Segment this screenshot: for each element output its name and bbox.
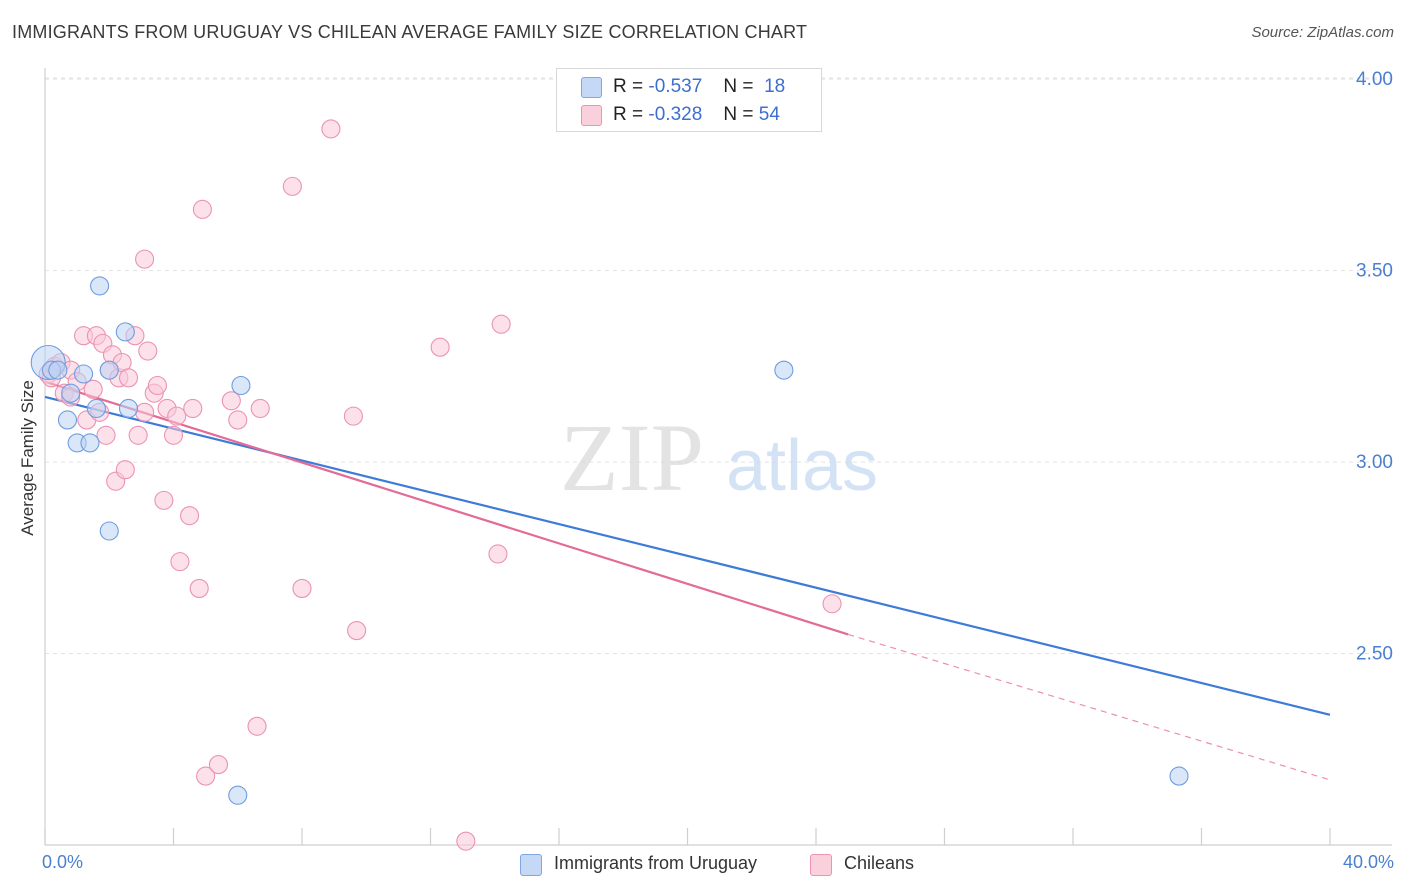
y-tick-label: 2.50 xyxy=(1356,644,1393,665)
legend-text-uruguay: R = -0.537 N = 18 xyxy=(613,76,785,98)
point-chileans xyxy=(135,249,155,269)
legend-text-chileans: R = -0.328 N = 54 xyxy=(613,104,780,126)
legend-swatch-pink xyxy=(581,105,602,126)
y-tick-labels: 2.50 3.00 3.50 4.00 xyxy=(1356,69,1393,664)
point-chileans xyxy=(96,425,116,445)
point-uruguay xyxy=(118,398,139,419)
legend: R = -0.537 N = 18 R = -0.328 N = 54 xyxy=(556,68,822,132)
watermark-zip: ZIP xyxy=(560,404,704,511)
bottom-legend-swatch-pink xyxy=(810,854,832,876)
point-chileans xyxy=(128,425,148,445)
point-chileans xyxy=(282,176,302,196)
point-uruguay xyxy=(57,410,78,430)
y-tick-label: 3.00 xyxy=(1356,452,1393,473)
point-chileans xyxy=(491,314,511,334)
legend-n-label: N = xyxy=(723,76,754,97)
point-uruguay xyxy=(231,375,251,396)
point-chileans xyxy=(208,755,229,775)
point-chileans xyxy=(343,406,363,426)
point-uruguay xyxy=(90,276,110,296)
legend-n-label: N = xyxy=(723,104,754,125)
axes xyxy=(44,68,1392,846)
point-chileans xyxy=(192,199,212,219)
point-chileans xyxy=(189,578,209,598)
source-label: Source: ZipAtlas.com xyxy=(1251,24,1394,41)
data-points xyxy=(30,119,1189,851)
point-chileans xyxy=(456,831,476,851)
point-chileans xyxy=(138,341,158,361)
point-uruguay xyxy=(115,322,135,342)
point-uruguay xyxy=(99,360,119,380)
y-tick-label: 4.00 xyxy=(1356,69,1393,90)
watermark: ZIP atlas xyxy=(560,404,878,511)
point-chileans xyxy=(221,391,241,411)
point-uruguay xyxy=(774,360,794,380)
point-uruguay xyxy=(80,433,100,453)
point-chileans xyxy=(167,406,187,426)
legend-r-label: R = xyxy=(613,76,644,97)
point-chileans xyxy=(228,410,248,430)
point-chileans xyxy=(488,544,508,564)
bottom-legend-label-uruguay: Immigrants from Uruguay xyxy=(554,853,758,873)
x-tick-label-min: 0.0% xyxy=(42,852,84,872)
point-chileans xyxy=(183,398,203,419)
point-chileans xyxy=(115,460,135,480)
point-chileans xyxy=(163,425,184,445)
legend-n-value: 54 xyxy=(758,104,780,125)
legend-n-value: 18 xyxy=(764,76,786,97)
point-chileans xyxy=(83,379,103,399)
legend-r-label: R = xyxy=(613,104,644,125)
watermark-atlas: atlas xyxy=(726,426,878,506)
y-tick-label: 3.50 xyxy=(1356,261,1393,282)
point-chileans xyxy=(196,766,216,786)
point-chileans xyxy=(822,594,842,614)
bottom-legend-label-chileans: Chileans xyxy=(844,853,915,873)
point-chileans xyxy=(347,621,367,641)
point-uruguay xyxy=(74,364,94,384)
point-chileans xyxy=(247,716,267,736)
y-axis-title: Average Family Size xyxy=(18,380,37,536)
point-chileans xyxy=(135,402,155,422)
bottom-legend-swatch-blue xyxy=(520,854,542,876)
point-uruguay xyxy=(1169,766,1189,786)
point-uruguay xyxy=(86,398,106,419)
point-chileans xyxy=(170,552,190,572)
x-tick-label-max: 40.0% xyxy=(1342,852,1394,872)
point-uruguay xyxy=(99,521,119,541)
point-uruguay xyxy=(228,785,248,805)
chart-title: IMMIGRANTS FROM URUGUAY VS CHILEAN AVERA… xyxy=(12,22,808,42)
point-chileans xyxy=(430,337,450,357)
trend-line-chileans-extension xyxy=(847,633,1331,781)
point-chileans xyxy=(321,119,341,139)
point-chileans xyxy=(118,368,139,388)
grid-lines xyxy=(45,77,1392,655)
point-uruguay xyxy=(61,383,81,403)
point-chileans xyxy=(250,398,270,419)
point-chileans xyxy=(180,506,200,526)
legend-r-value: -0.328 xyxy=(648,104,703,125)
point-uruguay xyxy=(48,360,68,380)
point-chileans xyxy=(292,578,312,598)
legend-swatch-blue xyxy=(581,77,602,98)
legend-r-value: -0.537 xyxy=(648,76,703,97)
point-chileans xyxy=(147,375,167,396)
point-chileans xyxy=(154,490,174,510)
